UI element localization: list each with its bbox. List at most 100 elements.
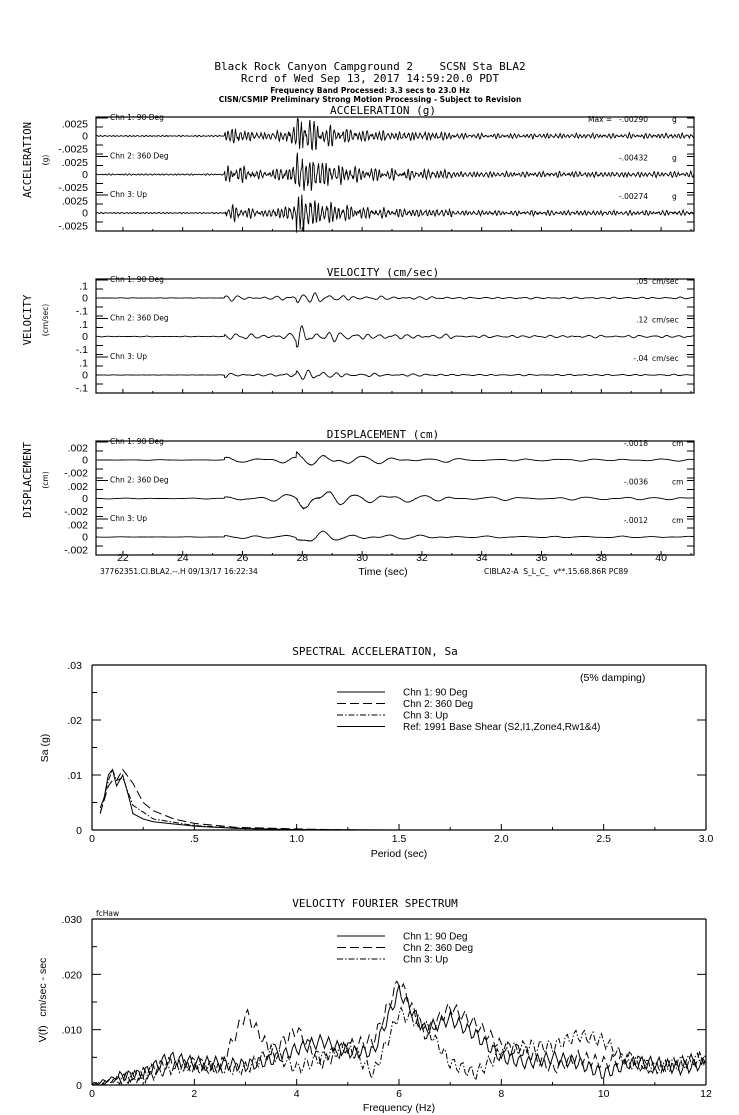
channel-peak-value: -.00432 <box>619 154 648 163</box>
time-tick-label: 38 <box>595 552 607 564</box>
channel-peak-value: -.00290 <box>619 115 648 124</box>
legend-entry: Chn 3: Up <box>403 711 448 722</box>
channel-label: Chn 2: 360 Deg <box>110 476 169 485</box>
vfs-x-label: Frequency (Hz) <box>363 1102 435 1114</box>
channel-label: Chn 3: Up <box>110 352 147 361</box>
scale-label: .002 <box>68 520 89 532</box>
vfs-title: VELOCITY FOURIER SPECTRUM <box>292 897 458 910</box>
panel-y-unit: (cm) <box>41 471 50 488</box>
x-tick-label: 0 <box>89 833 95 845</box>
scale-label: 0 <box>82 208 88 220</box>
processing-code-footer: CIBLA2-A S_L_C_ v**.15.68.86R PC89 <box>484 567 628 576</box>
time-tick-label: 22 <box>117 552 129 564</box>
legend-entry: Chn 1: 90 Deg <box>403 688 468 699</box>
channel-peak-value: -.04 <box>633 354 648 363</box>
panel-title: ACCELERATION (g) <box>330 104 436 117</box>
series-line-2 <box>99 768 706 831</box>
time-tick-label: 30 <box>356 552 368 564</box>
channel-label: Chn 1: 90 Deg <box>110 275 164 284</box>
time-tick-label: 34 <box>476 552 488 564</box>
record-id-footer: 37762351.CI.BLA2.--.H 09/13/17 16:22:34 <box>100 567 258 576</box>
scale-label: 0 <box>82 331 88 343</box>
legend-entry: Chn 3: Up <box>403 955 448 966</box>
channel-trace <box>96 491 694 510</box>
scale-label: .0025 <box>62 157 88 169</box>
x-tick-label: .5 <box>190 833 199 845</box>
velocity-fourier-spectrum-chart: VELOCITY FOURIER SPECTRUM Frequency (Hz)… <box>37 897 712 1114</box>
channel-peak-unit: cm <box>672 516 683 525</box>
channel-peak-value: -.0018 <box>624 439 648 448</box>
panel-title: DISPLACEMENT (cm) <box>327 428 440 441</box>
scale-label: -.1 <box>76 344 88 356</box>
band-line: Frequency Band Processed: 3.3 secs to 23… <box>270 86 470 95</box>
y-tick-label: 0 <box>76 825 82 837</box>
sa-y-label: Sa (g) <box>39 734 51 763</box>
channel-peak-unit: g <box>672 115 677 124</box>
panel-y-unit: (g) <box>41 155 50 166</box>
channel-trace <box>95 152 695 191</box>
x-tick-label: 4 <box>294 1088 300 1100</box>
scale-label: 0 <box>82 131 88 143</box>
time-axis-label: Time (sec) <box>358 566 407 578</box>
time-tick-label: 24 <box>177 552 189 564</box>
channel-peak-value: -.00274 <box>619 192 648 201</box>
scale-label: -.0025 <box>58 144 88 156</box>
scale-label: -.1 <box>76 306 88 318</box>
x-tick-label: 8 <box>498 1088 504 1100</box>
channel-peak-value: .05 <box>636 277 648 286</box>
x-tick-label: 1.0 <box>289 833 304 845</box>
scale-label: -.0025 <box>58 221 88 233</box>
vfs-y-label: V(f) cm/sec - sec <box>37 958 49 1043</box>
y-tick-label: .020 <box>62 969 83 981</box>
scale-label: 0 <box>82 370 88 382</box>
channel-trace <box>95 530 694 542</box>
scale-label: 0 <box>82 455 88 467</box>
channel-peak-unit: cm/sec <box>652 354 679 363</box>
y-tick-label: .03 <box>67 660 82 672</box>
max-prefix: Max = <box>588 115 612 124</box>
x-tick-label: 0 <box>89 1088 95 1100</box>
panel-frame <box>95 278 695 394</box>
channel-label: Chn 2: 360 Deg <box>110 152 169 161</box>
legend-entry: Chn 1: 90 Deg <box>403 932 468 943</box>
scale-label: 0 <box>82 532 88 544</box>
channel-label: Chn 2: 360 Deg <box>110 314 169 323</box>
series-line-3 <box>99 768 706 831</box>
scale-label: 0 <box>82 169 88 181</box>
x-tick-label: 2.5 <box>596 833 611 845</box>
panel-title: VELOCITY (cm/sec) <box>327 266 440 279</box>
channel-trace <box>95 117 695 152</box>
scale-label: .002 <box>68 443 89 455</box>
sa-x-label: Period (sec) <box>371 848 428 860</box>
sa-title: SPECTRAL ACCELERATION, Sa <box>292 645 458 658</box>
x-tick-label: 1.5 <box>392 833 407 845</box>
channel-trace <box>96 451 694 466</box>
series-line-2 <box>91 980 707 1086</box>
scale-label: -.1 <box>76 383 88 395</box>
channel-peak-value: -.0012 <box>624 516 648 525</box>
legend-entry: Chn 2: 360 Deg <box>403 699 473 710</box>
channel-trace <box>95 194 695 233</box>
scale-label: .1 <box>79 281 88 293</box>
scale-label: -.002 <box>64 506 88 518</box>
panel-y-label: DISPLACEMENT <box>22 441 34 518</box>
y-tick-label: 0 <box>76 1080 82 1092</box>
processing-line: CISN/CSMIP Preliminary Strong Motion Pro… <box>219 95 522 104</box>
vfs-corner-label: fcHaw <box>96 909 119 918</box>
time-tick-label: 40 <box>655 552 667 564</box>
time-tick-label: 28 <box>296 552 308 564</box>
channel-label: Chn 3: Up <box>110 514 147 523</box>
channel-peak-unit: cm/sec <box>652 316 679 325</box>
channel-peak-value: -.0036 <box>624 478 648 487</box>
channel-label: Chn 1: 90 Deg <box>110 437 164 446</box>
channel-label: Chn 1: 90 Deg <box>110 113 164 122</box>
scale-label: .0025 <box>62 196 88 208</box>
panel-y-unit: (cm/sec) <box>41 304 50 337</box>
channel-peak-unit: cm <box>672 478 683 487</box>
channel-label: Chn 3: Up <box>110 190 147 199</box>
channel-peak-unit: g <box>672 154 677 163</box>
legend-entry: Ref: 1991 Base Shear (S2,I1,Zone4,Rw1&4) <box>403 722 600 733</box>
series-line-1 <box>99 768 706 831</box>
time-history-plots: Time (sec) 37762351.CI.BLA2.--.H 09/13/1… <box>22 104 695 578</box>
